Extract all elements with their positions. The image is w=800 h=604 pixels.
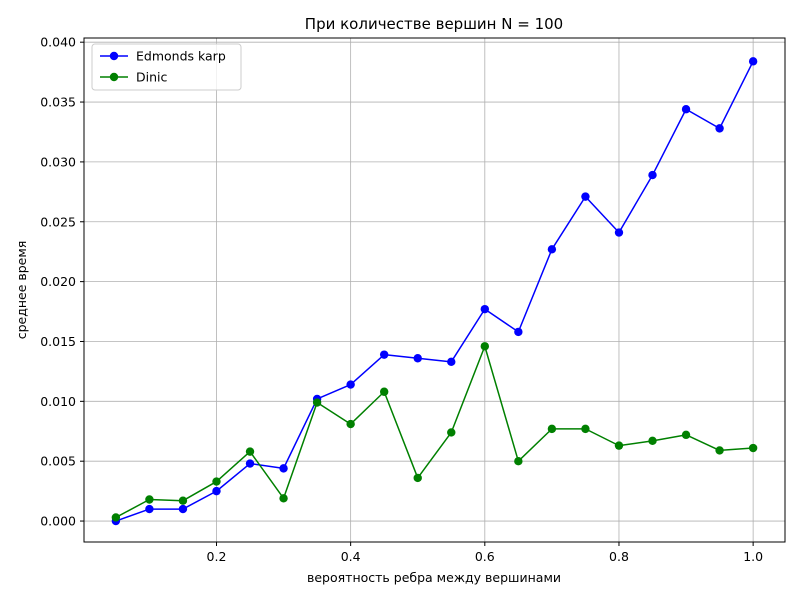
data-point <box>379 350 389 359</box>
data-point <box>648 436 657 446</box>
data-point <box>379 387 389 396</box>
data-point <box>514 456 523 466</box>
data-point <box>681 105 691 114</box>
data-point <box>547 424 557 434</box>
data-point <box>145 495 154 504</box>
x-tick-label: 0.4 <box>341 549 361 564</box>
legend-marker-0 <box>109 51 119 61</box>
data-point <box>514 327 523 337</box>
data-point <box>346 419 355 429</box>
x-tick-label: 0.6 <box>475 549 495 564</box>
data-point <box>715 446 724 455</box>
series-line-0 <box>115 61 754 522</box>
legend-box <box>91 43 242 91</box>
data-point <box>413 354 422 363</box>
data-point <box>547 245 557 254</box>
data-point <box>480 304 490 314</box>
data-point <box>581 424 590 434</box>
series-line-1 <box>115 345 754 519</box>
data-point <box>748 57 758 66</box>
y-tick-label: 0.025 <box>40 214 76 229</box>
legend-label-0: Edmonds karp <box>136 49 226 64</box>
data-point <box>111 513 121 522</box>
y-tick-label: 0.035 <box>40 95 76 110</box>
y-tick-label: 0.010 <box>40 394 76 409</box>
legend-label-1: Dinic <box>136 70 167 85</box>
data-point <box>178 496 188 505</box>
data-point <box>212 477 221 486</box>
data-point <box>279 494 288 503</box>
y-axis-label: среднее время <box>14 241 29 340</box>
data-point <box>648 170 657 180</box>
data-point <box>212 486 221 496</box>
data-point <box>312 398 322 407</box>
data-point <box>245 447 255 456</box>
data-point <box>748 443 758 453</box>
chart-title: При количестве вершин N = 100 <box>305 15 563 33</box>
data-point <box>178 504 188 514</box>
data-point <box>279 464 288 473</box>
y-tick-label: 0.005 <box>40 454 76 469</box>
data-point <box>413 473 422 483</box>
y-tick-label: 0.015 <box>40 334 76 349</box>
data-point <box>447 428 456 437</box>
data-point <box>145 504 154 514</box>
data-point <box>681 430 691 440</box>
y-tick-label: 0.020 <box>40 274 76 289</box>
data-point <box>614 228 624 237</box>
data-point <box>581 192 590 201</box>
y-tick-label: 0.000 <box>40 514 76 529</box>
legend-marker-1 <box>109 72 119 82</box>
y-tick-label: 0.030 <box>40 154 76 169</box>
x-tick-label: 0.8 <box>609 549 629 564</box>
data-point <box>245 459 255 468</box>
y-tick-label: 0.040 <box>40 35 76 50</box>
data-point <box>715 124 724 133</box>
x-tick-label: 1.0 <box>743 549 763 564</box>
x-tick-label: 0.2 <box>207 549 227 564</box>
data-point <box>614 441 624 450</box>
x-axis-label: вероятность ребра между вершинами <box>307 570 561 585</box>
plot-frame <box>83 37 786 543</box>
data-point <box>346 380 355 389</box>
data-point <box>447 357 456 367</box>
data-point <box>480 342 490 351</box>
